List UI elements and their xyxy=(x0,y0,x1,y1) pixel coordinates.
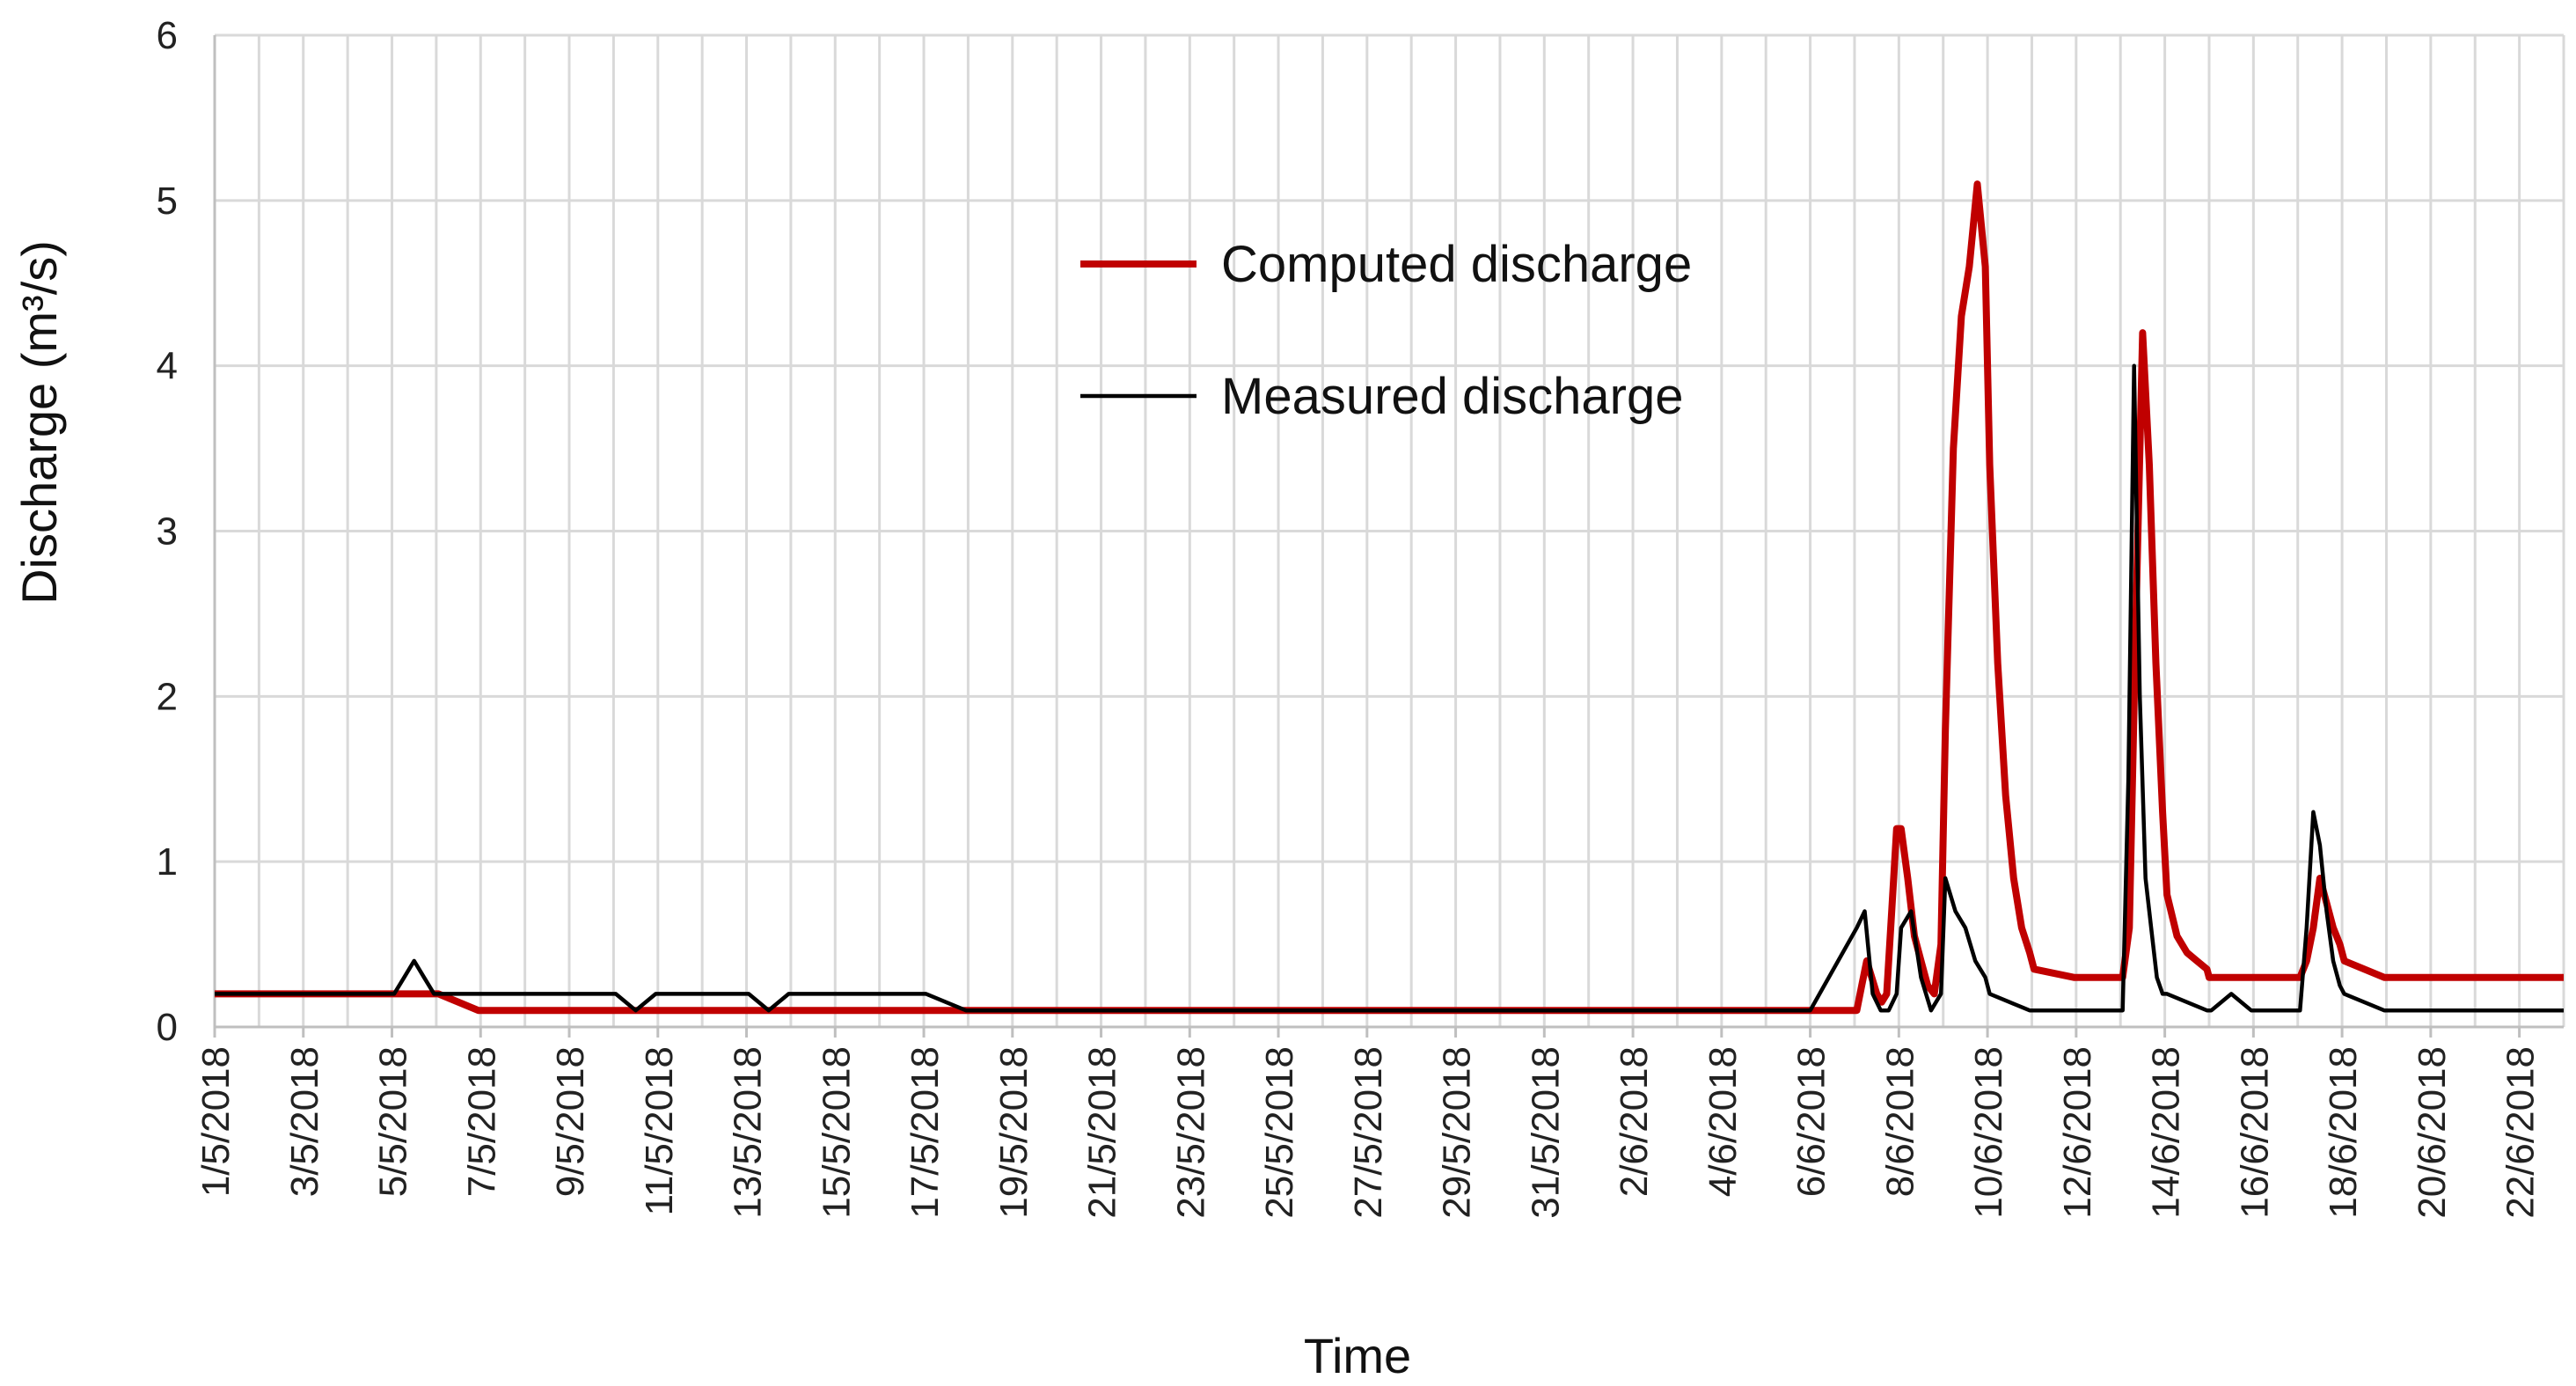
x-tick-label: 31/5/2018 xyxy=(1524,1046,1567,1219)
y-tick-label: 0 xyxy=(157,1006,178,1049)
x-tick-label: 7/5/2018 xyxy=(460,1046,503,1197)
axes: 0 1 2 3 4 5 6 1/5/2018 3/5/2018 5/5/2018 7/5/2018 9… xyxy=(157,14,2564,1219)
y-tick-label: 3 xyxy=(157,510,178,554)
x-tick-label: 29/5/2018 xyxy=(1436,1046,1479,1219)
legend-label-computed: Computed discharge xyxy=(1221,236,1692,293)
x-tick-label: 25/5/2018 xyxy=(1258,1046,1301,1219)
x-tick-label: 8/6/2018 xyxy=(1878,1046,1921,1197)
legend: Computed discharge Measured discharge xyxy=(1080,236,1692,425)
legend-label-measured: Measured discharge xyxy=(1221,368,1684,425)
x-tick-label: 9/5/2018 xyxy=(549,1046,592,1197)
x-tick-label: 20/6/2018 xyxy=(2411,1046,2454,1219)
x-tick-label: 5/5/2018 xyxy=(372,1046,415,1197)
x-tick-label: 19/5/2018 xyxy=(992,1046,1036,1219)
x-tick-label: 21/5/2018 xyxy=(1081,1046,1124,1219)
y-tick-label: 5 xyxy=(157,180,178,223)
x-tick-label: 11/5/2018 xyxy=(638,1046,681,1215)
y-axis-title: Discharge (m³/s) xyxy=(11,240,67,605)
x-tick-label: 14/6/2018 xyxy=(2145,1046,2188,1219)
x-tick-label: 12/6/2018 xyxy=(2056,1046,2099,1219)
x-tick-label: 3/5/2018 xyxy=(283,1046,326,1197)
x-tick-label: 16/6/2018 xyxy=(2233,1046,2276,1219)
x-tick-label: 6/6/2018 xyxy=(1790,1046,1833,1197)
x-tick-label: 1/5/2018 xyxy=(194,1046,238,1197)
series-line-measured xyxy=(215,363,2564,1013)
x-tick-label: 22/6/2018 xyxy=(2499,1046,2543,1219)
x-tick-label: 4/6/2018 xyxy=(1701,1046,1745,1197)
x-tick-label: 13/5/2018 xyxy=(727,1046,770,1219)
x-tick-label: 27/5/2018 xyxy=(1347,1046,1390,1219)
x-tick-label: 15/5/2018 xyxy=(815,1046,858,1219)
y-tick-label: 1 xyxy=(157,840,178,884)
y-tick-label: 4 xyxy=(157,345,178,388)
x-tick-label: 10/6/2018 xyxy=(1967,1046,2010,1219)
series-lines xyxy=(215,180,2564,1015)
x-tick-label: 17/5/2018 xyxy=(904,1046,947,1219)
grid xyxy=(213,33,2565,1029)
y-tick-label: 2 xyxy=(157,675,178,718)
y-tick-label: 6 xyxy=(157,14,178,57)
x-tick-label: 2/6/2018 xyxy=(1613,1046,1656,1197)
series-line-computed xyxy=(215,180,2564,1015)
x-axis-title: Time xyxy=(1304,1328,1411,1383)
x-tick-label: 23/5/2018 xyxy=(1169,1046,1212,1219)
x-tick-label: 18/6/2018 xyxy=(2322,1046,2365,1219)
